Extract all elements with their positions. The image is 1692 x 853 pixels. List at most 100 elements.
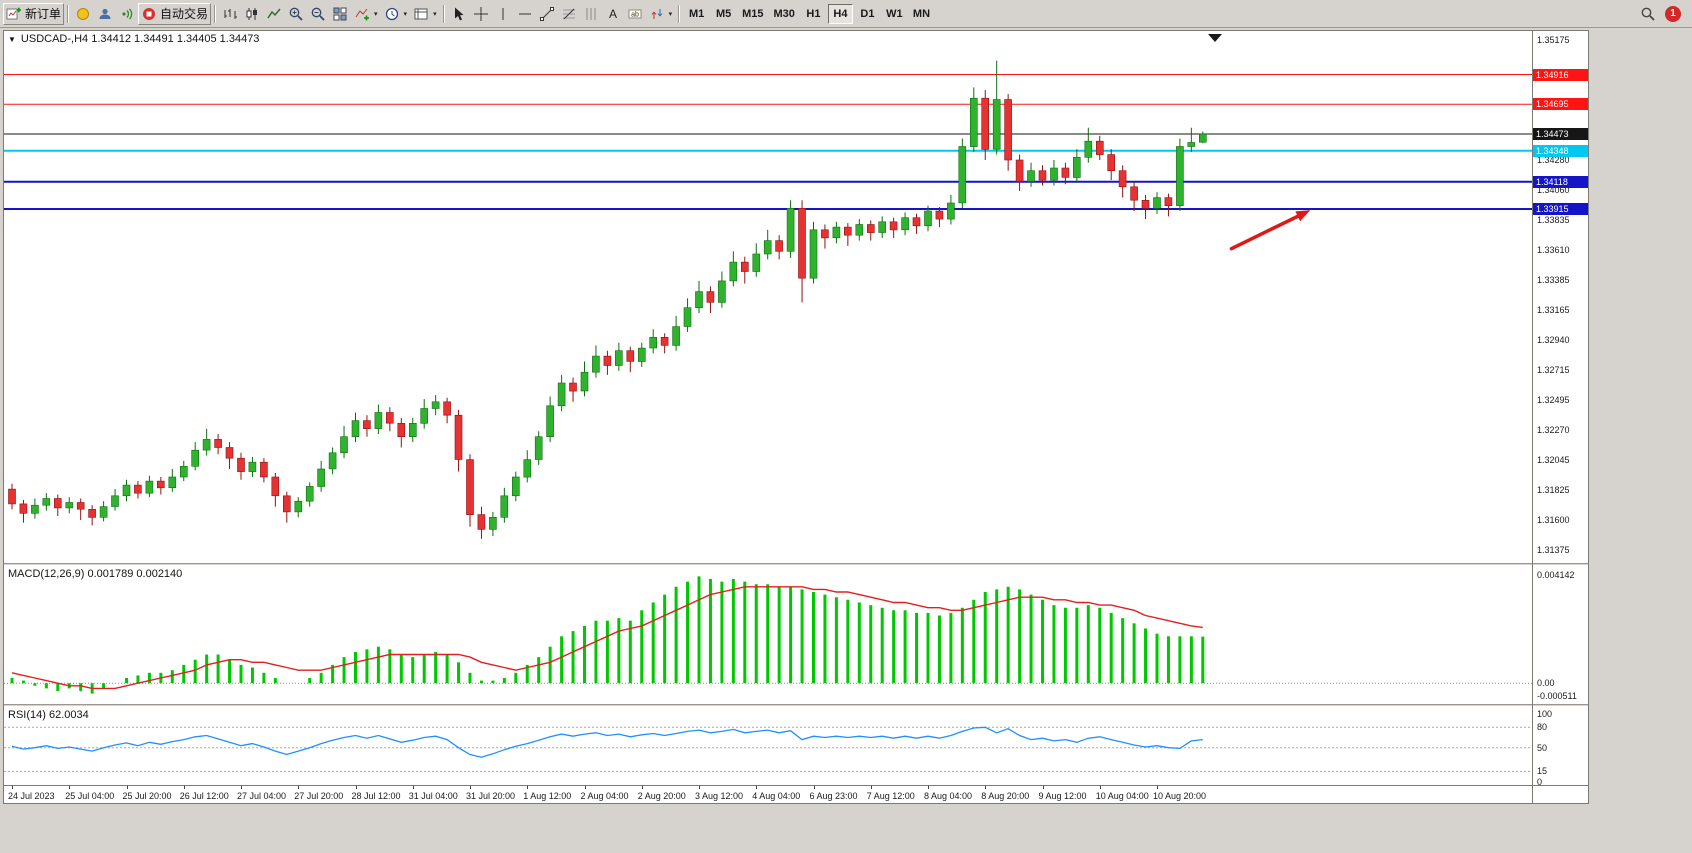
rsi-axis-tick: 0 — [1537, 776, 1543, 787]
macd-axis[interactable]: 0.004142 0.00 -0.000511 — [1533, 566, 1588, 704]
arrows-button[interactable]: ▾ — [646, 3, 676, 25]
candle-down — [214, 439, 222, 448]
time-axis-label: 24 Jul 2023 — [8, 791, 55, 801]
time-axis-label: 8 Aug 04:00 — [924, 791, 973, 801]
candle-up — [111, 495, 119, 507]
candle-up — [1187, 142, 1196, 147]
price-axis-column[interactable]: 1.35175 1.34280 1.34060 1.33835 1.33610 1.333… — [1532, 31, 1588, 803]
macd-pane[interactable]: MACD(12,26,9) 0.001789 0.002140 — [4, 566, 1532, 704]
profile-button[interactable] — [94, 3, 116, 25]
zoom-in-button[interactable] — [285, 3, 307, 25]
fibonacci-button[interactable] — [558, 3, 580, 25]
price-axis-tick: 1.31825 — [1537, 484, 1570, 495]
cursor-button[interactable] — [448, 3, 470, 25]
timeframe-h1-button[interactable]: H1 — [806, 7, 821, 20]
search-icon[interactable] — [1640, 6, 1656, 22]
one-click-trading-toggle[interactable]: ▼ — [8, 34, 16, 44]
autotrading-icon — [143, 7, 156, 20]
candle-up — [637, 347, 646, 362]
candle-up — [580, 371, 589, 392]
trendline-button[interactable] — [536, 3, 558, 25]
candle-up — [489, 516, 497, 530]
autotrading-button[interactable]: 自动交易 — [138, 2, 212, 25]
bar-chart-button[interactable] — [219, 3, 241, 25]
pane-separator[interactable] — [4, 563, 1532, 566]
candle-up — [145, 480, 154, 494]
time-axis[interactable]: 24 Jul 2023 25 Jul 04:00 25 Jul 20:00 26 Ju… — [4, 785, 1532, 803]
rsi-axis-tick: 80 — [1537, 722, 1548, 733]
toolbar-separator — [67, 4, 70, 23]
rsi-pane[interactable]: RSI(14) 62.0034 — [4, 707, 1532, 785]
bar-chart-icon — [224, 8, 238, 19]
line-chart-button[interactable] — [263, 3, 285, 25]
mql5-market-button[interactable] — [72, 3, 94, 25]
dropdown-caret-icon: ▾ — [374, 10, 378, 18]
periods-button[interactable]: ▾ — [381, 3, 411, 25]
candle-down — [775, 240, 783, 252]
candle-up — [969, 97, 978, 147]
indicators-button[interactable]: ▾ — [351, 3, 381, 25]
cycle-lines-button[interactable] — [580, 3, 602, 25]
pane-separator[interactable] — [4, 704, 1532, 707]
rsi-axis[interactable]: 100 80 50 15 0 — [1533, 707, 1588, 787]
time-axis-tick — [985, 786, 987, 789]
price-axis-tick: 1.32270 — [1537, 425, 1570, 435]
zoom-out-button[interactable] — [307, 3, 329, 25]
candle-up — [752, 253, 761, 272]
candle-down — [843, 226, 852, 236]
vertical-line-button[interactable] — [492, 3, 514, 25]
price-axis-tick: 1.33385 — [1537, 275, 1570, 286]
mql5-market-icon — [77, 7, 90, 20]
text-label-button[interactable]: ab — [624, 3, 646, 25]
candle-down — [454, 414, 463, 460]
chart-window: ▼ USDCAD-,H4 1.34412 1.34491 1.34405 1.3… — [3, 30, 1589, 804]
timeframe-mn-button[interactable]: MN — [912, 7, 931, 20]
timeframe-m30-button[interactable]: M30 — [773, 7, 795, 20]
new-order-button[interactable]: 新订单 — [3, 2, 65, 25]
rsi-line — [11, 726, 1203, 758]
cursor-icon — [454, 7, 464, 20]
time-axis-label: 8 Aug 20:00 — [981, 791, 1030, 801]
text-icon: A — [609, 7, 617, 21]
text-button[interactable]: A — [602, 3, 624, 25]
vertical-line-icon — [502, 7, 504, 20]
candle-down — [157, 480, 165, 489]
candlestick-chart-button[interactable] — [241, 3, 263, 25]
timeframe-w1-button[interactable]: W1 — [886, 7, 903, 20]
crosshair-button[interactable] — [470, 3, 492, 25]
timeframe-m5-button[interactable]: M5 — [715, 7, 732, 20]
trend-arrow-annotation[interactable] — [1229, 213, 1303, 251]
timeframe-m15-button[interactable]: M15 — [742, 7, 764, 20]
timeframe-m1-button[interactable]: M1 — [688, 7, 705, 20]
timeframe-h4-button[interactable]: H4 — [827, 3, 853, 24]
dropdown-caret-icon: ▾ — [403, 10, 408, 18]
chart-shift-marker[interactable] — [1208, 34, 1222, 42]
candle-down — [660, 336, 669, 346]
price-pane[interactable]: ▼ USDCAD-,H4 1.34412 1.34491 1.34405 1.3… — [4, 31, 1532, 563]
signals-button[interactable] — [116, 3, 138, 25]
time-axis-tick — [699, 786, 700, 789]
tile-windows-button[interactable] — [329, 3, 351, 25]
horizontal-line-button[interactable] — [514, 3, 536, 25]
candle-down — [282, 495, 291, 513]
price-axis[interactable]: 1.35175 1.34280 1.34060 1.33835 1.33610 1.333… — [1533, 31, 1588, 563]
candle-down — [385, 412, 394, 424]
axis-separator — [1533, 704, 1588, 707]
main-toolbar: 新订单 自动交易 ▾ ▾ ▾ — [0, 0, 1692, 28]
candle-down — [225, 447, 234, 459]
candle-down — [1015, 159, 1024, 182]
candle-up — [191, 449, 199, 467]
templates-button[interactable]: ▾ — [410, 3, 440, 25]
rsi-chart[interactable] — [4, 707, 1532, 785]
macd-header: MACD(12,26,9) 0.001789 0.002140 — [8, 568, 182, 580]
price-axis-tick: 1.35175 — [1537, 34, 1570, 45]
macd-chart[interactable] — [4, 566, 1532, 704]
candle-up — [340, 436, 348, 454]
zoom-out-icon — [311, 7, 325, 21]
price-level-label-support-blue-lower: 1.33915 — [1533, 203, 1588, 215]
candle-up — [1084, 140, 1093, 158]
price-chart[interactable] — [4, 31, 1532, 563]
timeframe-d1-button[interactable]: D1 — [860, 7, 875, 20]
notification-badge[interactable]: 1 — [1665, 5, 1681, 22]
candle-up — [1199, 133, 1207, 143]
